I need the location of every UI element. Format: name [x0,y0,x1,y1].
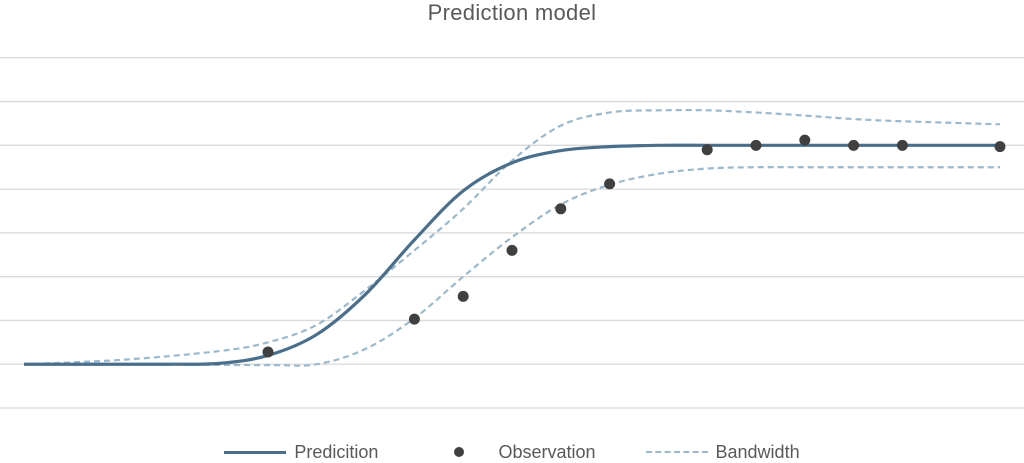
bandwidth-lines [23,108,1001,367]
legend-item-observation: Observation [428,441,596,463]
bandwidth-lower-line [23,166,1000,367]
observation-point [262,346,274,358]
legend-label-prediction: Predicition [294,441,379,462]
observation-point [408,313,420,325]
legend-swatch-dot [454,447,465,457]
chart-legend: Predicition Observation Bandwidth [0,441,1024,463]
prediction-line [24,143,1000,366]
observation-point [896,139,908,151]
legend-label-observation: Observation [498,441,596,462]
observation-point [701,144,713,156]
observation-point [994,141,1006,153]
legend-item-prediction: Predicition [224,442,378,463]
observation-point [506,244,518,256]
observation-point [555,203,567,215]
legend-label-bandwidth: Bandwidth [715,441,800,462]
observation-point [604,178,616,190]
gridlines [0,57,1024,409]
observation-point [799,134,811,146]
legend-item-bandwidth: Bandwidth [645,441,800,463]
legend-swatch-dashed-line [645,451,708,453]
observation-points [262,134,1006,358]
chart-title: Prediction model [427,0,597,25]
observation-point [848,139,860,151]
legend-swatch-solid-line [224,450,287,454]
prediction-line-group [24,143,1000,366]
observation-point [750,139,762,151]
observation-point [457,290,469,302]
